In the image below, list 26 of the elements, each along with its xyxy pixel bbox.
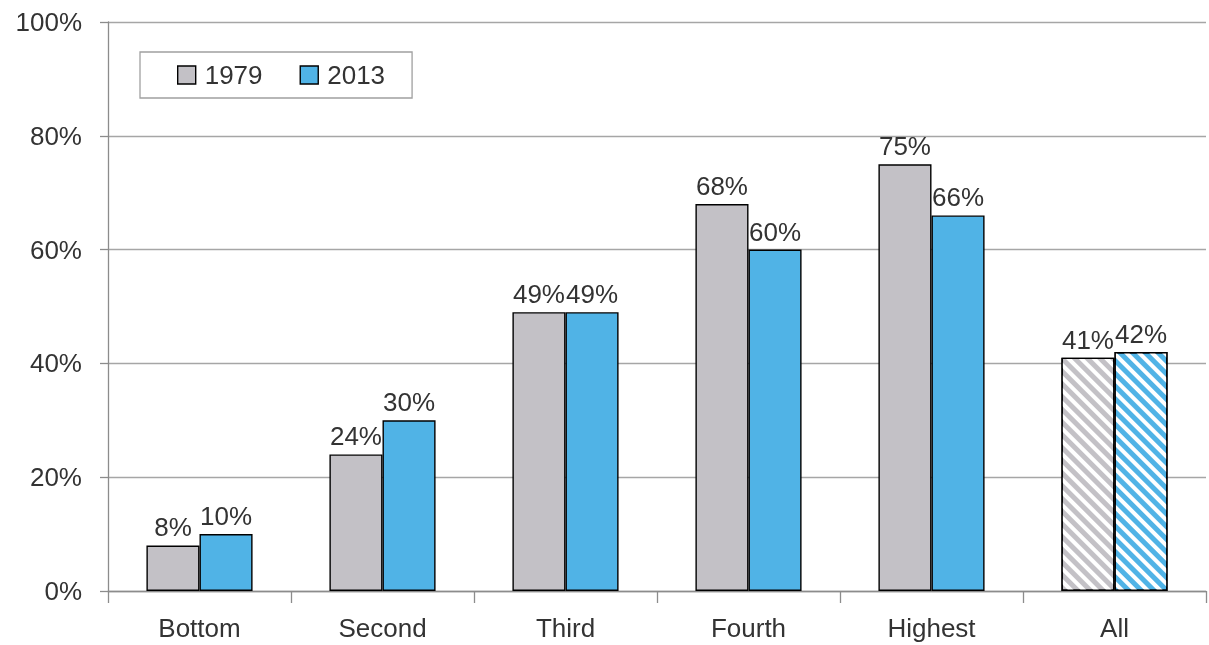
y-tick-label: 0% xyxy=(44,576,82,606)
data-label: 60% xyxy=(749,216,802,247)
y-tick-label: 100% xyxy=(15,7,82,37)
x-tick-label: Second xyxy=(338,613,427,643)
x-tick-label: Third xyxy=(535,613,596,643)
data-label: 42% xyxy=(1115,319,1168,350)
data-label: 75% xyxy=(878,131,931,162)
data-label: 41% xyxy=(1061,324,1114,355)
y-tick-label: 80% xyxy=(29,120,82,151)
data-label: 30% xyxy=(383,387,436,418)
y-tick-label: 40% xyxy=(29,348,82,379)
y-tick-label: 20% xyxy=(29,462,82,493)
data-label: 24% xyxy=(329,421,382,452)
x-tick-label: Bottom xyxy=(158,613,241,643)
data-label: 8% xyxy=(154,512,192,543)
data-label: 68% xyxy=(695,171,748,202)
legend-label: 1979 xyxy=(204,60,263,90)
data-label: 49% xyxy=(566,279,619,310)
data-label: 66% xyxy=(932,182,985,213)
x-tick-label: Fourth xyxy=(710,613,787,643)
y-tick-label: 60% xyxy=(29,234,82,265)
x-tick-label: All xyxy=(1100,613,1129,643)
x-tick-label: Highest xyxy=(887,613,977,643)
legend-label: 2013 xyxy=(327,60,386,90)
data-label: 10% xyxy=(200,501,253,532)
data-label: 49% xyxy=(512,279,565,310)
